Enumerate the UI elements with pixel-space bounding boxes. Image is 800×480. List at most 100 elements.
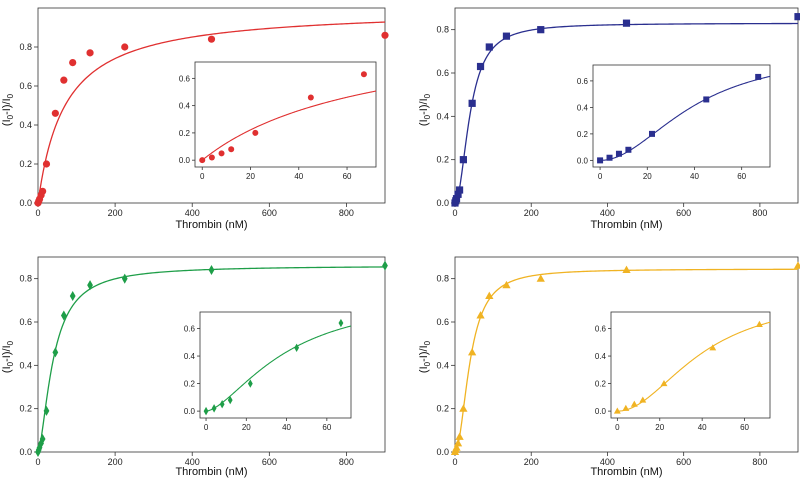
inset-data-point xyxy=(755,73,762,80)
y-axis-title-subscript: 0 xyxy=(6,114,15,119)
main-y-tick-label: 0.6 xyxy=(436,68,449,78)
inset-y-tick-label: 0.6 xyxy=(184,325,196,334)
data-point xyxy=(38,438,44,449)
y-axis-title-subscript: 0 xyxy=(423,93,432,98)
inset-x-tick-label: 20 xyxy=(246,172,255,181)
main-y-tick-label: 0.2 xyxy=(436,404,449,414)
main-y-tick-label: 0.4 xyxy=(436,360,449,370)
data-point xyxy=(459,156,467,164)
inset-data-point xyxy=(338,318,344,328)
data-point xyxy=(622,265,631,274)
inset-x-tick-label: 0 xyxy=(598,172,603,181)
inset-y-tick-label: 0.4 xyxy=(577,103,589,112)
inset-y-tick-label: 0.2 xyxy=(179,129,191,138)
main-y-tick-label: 0.0 xyxy=(436,447,449,457)
y-axis-title-part: -I)/I xyxy=(1,98,13,115)
main-x-tick-label: 800 xyxy=(752,208,767,218)
main-y-tick-label: 0.6 xyxy=(436,317,449,327)
inset-data-point xyxy=(252,129,259,136)
data-point xyxy=(69,59,77,67)
inset-y-tick-label: 0.2 xyxy=(184,380,196,389)
main-y-tick-label: 0.6 xyxy=(19,81,32,91)
inset-y-tick-label: 0.4 xyxy=(595,352,607,361)
data-point xyxy=(52,347,59,358)
inset-x-tick-label: 60 xyxy=(322,423,331,432)
x-axis-title: Thrombin (nM) xyxy=(590,219,662,231)
data-point xyxy=(452,443,461,451)
x-axis-title: Thrombin (nM) xyxy=(175,466,247,478)
data-point xyxy=(793,261,800,269)
inset-data-point xyxy=(199,157,206,164)
inset-data-point xyxy=(630,400,638,407)
y-axis-title-subscript: 0 xyxy=(6,361,15,366)
inset-data-point xyxy=(639,396,647,403)
inset-data-point xyxy=(203,406,209,416)
y-axis-title-part: -I)/I xyxy=(1,345,13,362)
inset-data-point xyxy=(360,71,367,78)
y-axis-title: (I0-I)/I0 xyxy=(1,93,15,126)
data-point xyxy=(454,190,462,198)
inset-y-tick-label: 0.0 xyxy=(595,407,607,416)
main-y-tick-label: 0.6 xyxy=(19,317,32,327)
data-point xyxy=(502,280,511,289)
inset-frame xyxy=(194,61,377,168)
inset-y-tick-label: 0.2 xyxy=(595,380,607,389)
inset-data-point xyxy=(622,404,630,411)
inset-data-point xyxy=(247,379,253,388)
y-axis-title-subscript: 0 xyxy=(423,361,432,366)
main-y-tick-label: 0.4 xyxy=(436,111,449,121)
main-y-tick-label: 0.2 xyxy=(436,155,449,165)
main-x-tick-label: 600 xyxy=(676,457,691,467)
data-point xyxy=(485,43,493,51)
main-x-tick-label: 200 xyxy=(524,457,539,467)
data-point xyxy=(453,439,463,447)
main-x-tick-label: 0 xyxy=(452,457,457,467)
inset-x-tick-label: 40 xyxy=(282,423,291,432)
data-point xyxy=(43,405,50,416)
y-axis-title-part: (I xyxy=(1,119,13,126)
data-point xyxy=(468,348,477,356)
data-point xyxy=(452,195,461,203)
main-y-tick-label: 0.4 xyxy=(19,120,32,130)
data-point xyxy=(455,432,464,440)
data-point xyxy=(622,19,631,27)
inset-data-point xyxy=(709,344,717,351)
main-y-tick-label: 0.0 xyxy=(436,198,449,208)
inset-data-point xyxy=(307,94,314,101)
main-x-tick-label: 0 xyxy=(35,457,40,467)
fit-curve xyxy=(37,21,386,204)
inset-plot: 0 20 40 60 0.0 0.2 0.4 0.6 xyxy=(577,64,771,181)
main-x-tick-label: 400 xyxy=(600,457,615,467)
inset-frame xyxy=(610,311,771,419)
y-axis-title: (I0-I)/I0 xyxy=(1,340,15,373)
data-point xyxy=(86,49,94,57)
data-point xyxy=(485,291,494,300)
inset-x-tick-label: 60 xyxy=(343,172,352,181)
inset-data-point xyxy=(218,150,225,157)
y-axis-title-part: -I)/I xyxy=(418,345,430,362)
data-point xyxy=(207,35,216,43)
inset-y-tick-label: 0.0 xyxy=(184,407,196,416)
inset-x-tick-label: 0 xyxy=(615,423,620,432)
inset-data-point xyxy=(660,379,668,387)
main-x-tick-label: 400 xyxy=(600,208,615,218)
data-point xyxy=(121,43,129,51)
inset-x-tick-label: 20 xyxy=(643,172,652,181)
inset-y-tick-label: 0.6 xyxy=(577,77,589,86)
x-axis-title: Thrombin (nM) xyxy=(175,219,247,231)
inset-y-tick-label: 0.4 xyxy=(184,352,196,361)
y-axis-title: (I0-I)/I0 xyxy=(418,93,432,126)
y-axis-title-subscript: 0 xyxy=(6,93,15,98)
main-x-tick-label: 600 xyxy=(676,208,691,218)
main-y-tick-label: 0.4 xyxy=(19,360,32,370)
inset-data-point xyxy=(294,343,300,352)
inset-data-point xyxy=(649,130,655,137)
inset-y-tick-label: 0.0 xyxy=(577,156,589,165)
inset-x-tick-label: 20 xyxy=(655,423,664,432)
inset-x-tick-label: 40 xyxy=(294,172,303,181)
inset-x-tick-label: 0 xyxy=(200,172,205,181)
